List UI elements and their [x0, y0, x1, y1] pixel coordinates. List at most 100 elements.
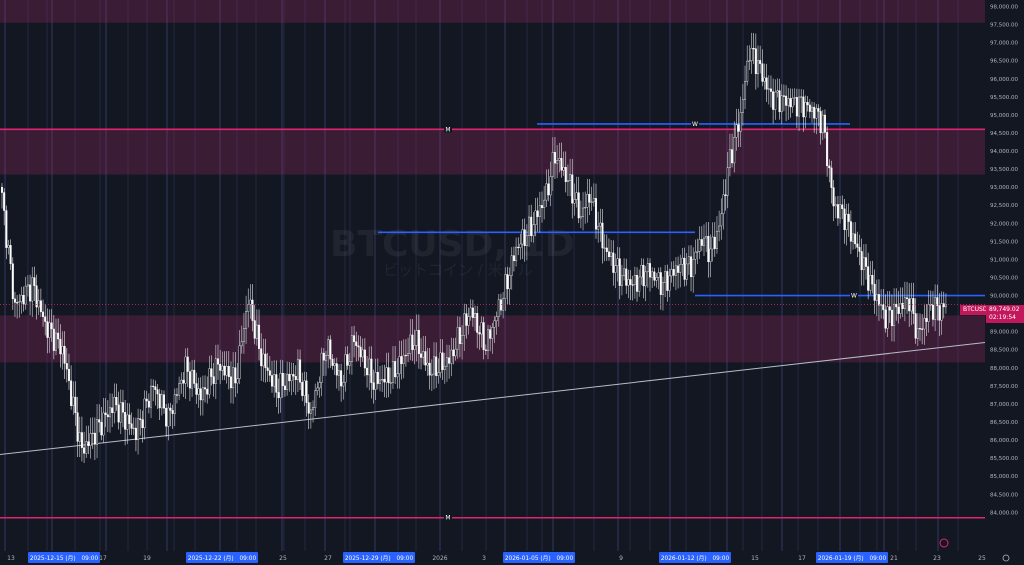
candle-body — [798, 96, 801, 117]
candle-body — [532, 224, 535, 236]
candle-body — [413, 345, 416, 350]
candle-body — [299, 359, 302, 383]
candle-body — [502, 298, 505, 311]
candle-body — [7, 245, 10, 248]
candle-body — [767, 88, 770, 90]
candle-body — [162, 394, 165, 409]
candle-body — [931, 304, 934, 320]
candle-body — [692, 259, 695, 278]
candle-body — [327, 339, 330, 356]
candle-body — [553, 152, 556, 164]
candle-body — [562, 166, 565, 171]
weekly-level-label: W — [851, 293, 857, 300]
price-axis-label: 94,500.00 — [990, 131, 1018, 137]
price-axis-label: 89,000.00 — [990, 330, 1018, 336]
candle-body — [724, 194, 727, 196]
candle-body — [873, 283, 876, 301]
candle-body — [407, 353, 410, 356]
candle-body — [893, 303, 896, 327]
candle-body — [247, 304, 250, 312]
candle-body — [337, 370, 340, 376]
candle-body — [815, 108, 818, 119]
candle-body — [599, 222, 602, 227]
candle-body — [616, 258, 619, 266]
candle-body — [216, 358, 219, 365]
candle-body — [113, 397, 116, 413]
candle-body — [919, 328, 922, 330]
candle-body — [221, 365, 224, 371]
candle-body — [169, 407, 172, 411]
candle-body — [350, 335, 353, 362]
candle-body — [175, 394, 178, 396]
candle-body — [318, 382, 321, 389]
candle-body — [744, 81, 747, 100]
candle-body — [305, 380, 308, 403]
candle-body — [102, 412, 105, 436]
candle-body — [709, 248, 712, 263]
candle-body — [381, 379, 384, 381]
candle-body — [668, 275, 671, 291]
candle-body — [787, 98, 790, 106]
candle-body — [80, 432, 83, 448]
price-axis-label: 91,000.00 — [990, 257, 1018, 263]
candle-body — [882, 304, 885, 311]
time-axis-label: 25 — [978, 555, 986, 562]
candle-body — [519, 243, 522, 248]
candle-body — [111, 407, 114, 413]
candle-body — [147, 400, 150, 408]
date-badge-label: 2025-12-15 (月) 09:00 — [30, 555, 99, 562]
candle-body — [452, 349, 455, 357]
candle-body — [290, 374, 293, 382]
candle-body — [106, 414, 109, 418]
candle-body — [474, 313, 477, 318]
candle-body — [253, 320, 256, 339]
candle-body — [296, 359, 299, 380]
time-axis-label: 9 — [619, 555, 623, 562]
candle-body — [817, 108, 820, 112]
candle-body — [180, 379, 183, 384]
candle-body — [145, 398, 148, 402]
candle-body — [24, 285, 27, 305]
candle-body — [890, 309, 893, 327]
time-axis-label: 17 — [99, 555, 107, 562]
candle-body — [940, 303, 943, 321]
candle-body — [821, 114, 824, 134]
candle-body — [124, 412, 127, 430]
candle-body — [631, 284, 634, 286]
candle-body — [309, 409, 312, 414]
candle-body — [523, 229, 526, 247]
candle-body — [601, 222, 604, 249]
candle-body — [793, 97, 796, 99]
candle-body — [191, 369, 194, 389]
candle-body — [715, 230, 718, 249]
candle-body — [178, 383, 181, 396]
price-axis-label: 85,500.00 — [990, 456, 1018, 462]
candle-body — [718, 225, 721, 232]
candle-body — [703, 237, 706, 246]
price-axis-label: 86,000.00 — [990, 438, 1018, 444]
candle-body — [733, 137, 736, 164]
candle-body — [467, 316, 470, 326]
candle-body — [877, 294, 880, 306]
candle-body — [700, 239, 703, 246]
candle-body — [240, 341, 243, 347]
candle-body — [789, 98, 792, 108]
candle-body — [659, 272, 662, 295]
price-zone — [0, 129, 985, 175]
candle-body — [104, 412, 107, 415]
candle-body — [402, 354, 405, 364]
candle-body — [428, 362, 431, 376]
candle-body — [696, 251, 699, 253]
candle-body — [251, 299, 254, 321]
candle-body — [705, 236, 708, 239]
candle-body — [193, 369, 196, 384]
candle-body — [398, 356, 401, 375]
candle-body — [314, 390, 317, 408]
candle-body — [785, 95, 788, 106]
candle-body — [528, 216, 531, 236]
candle-body — [867, 266, 870, 291]
candle-body — [150, 385, 153, 408]
candle-body — [143, 398, 146, 429]
candle-body — [934, 297, 937, 320]
